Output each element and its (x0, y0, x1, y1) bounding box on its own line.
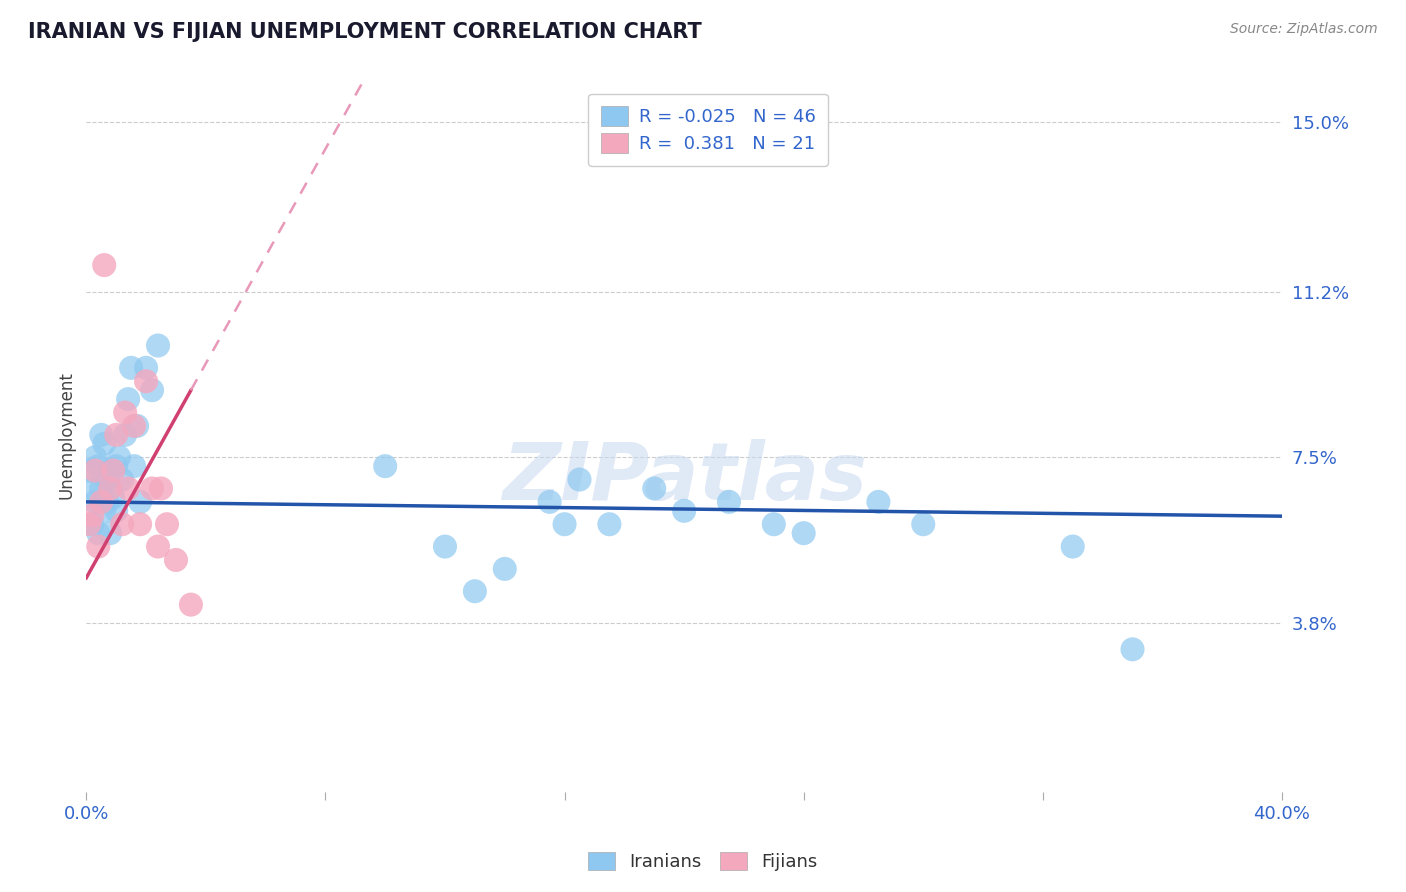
Point (141, 482, 163, 496)
Point (105, 504, 128, 518)
Point (93, 437, 115, 451)
Point (433, 540, 456, 554)
Point (117, 392, 139, 406)
Point (98, 526, 121, 541)
Point (90, 495, 112, 509)
Point (82, 482, 104, 496)
Point (103, 491, 125, 505)
Point (673, 504, 696, 518)
Point (114, 405, 136, 419)
Point (108, 450, 131, 465)
Legend: Iranians, Fijians: Iranians, Fijians (581, 845, 825, 879)
Point (87, 526, 110, 541)
Point (129, 495, 152, 509)
Point (141, 383, 163, 397)
Point (114, 428, 136, 442)
Text: Source: ZipAtlas.com: Source: ZipAtlas.com (1230, 22, 1378, 37)
Point (84, 450, 107, 465)
Text: ZIPatlas: ZIPatlas (502, 439, 866, 516)
Point (717, 495, 740, 509)
Point (82, 508, 104, 523)
Point (165, 553, 187, 567)
Point (150, 482, 173, 496)
Point (135, 374, 157, 388)
Point (464, 584, 486, 599)
Point (98, 482, 121, 496)
Point (96, 495, 118, 509)
Point (146, 338, 169, 352)
Point (111, 473, 134, 487)
Point (117, 482, 139, 496)
Point (82, 517, 104, 532)
Point (793, 526, 815, 541)
Point (77, 517, 100, 532)
Point (105, 428, 128, 442)
Point (105, 459, 128, 474)
Point (93, 258, 115, 272)
Point (643, 482, 665, 496)
Point (568, 473, 591, 487)
Point (374, 459, 396, 474)
Point (127, 418, 149, 433)
Point (129, 517, 152, 532)
Y-axis label: Unemployment: Unemployment (58, 371, 75, 499)
Point (494, 562, 516, 576)
Text: IRANIAN VS FIJIAN UNEMPLOYMENT CORRELATION CHART: IRANIAN VS FIJIAN UNEMPLOYMENT CORRELATI… (28, 22, 702, 42)
Point (598, 517, 620, 532)
Legend: R = -0.025   N = 46, R =  0.381   N = 21: R = -0.025 N = 46, R = 0.381 N = 21 (588, 94, 828, 166)
Point (156, 517, 179, 532)
Point (146, 540, 169, 554)
Point (912, 517, 935, 532)
Point (87, 540, 110, 554)
Point (87, 459, 110, 474)
Point (868, 495, 890, 509)
Point (554, 517, 576, 532)
Point (1121, 642, 1143, 657)
Point (103, 464, 125, 478)
Point (180, 598, 202, 612)
Point (90, 428, 112, 442)
Point (1062, 540, 1084, 554)
Point (84, 464, 107, 478)
Point (77, 464, 100, 478)
Point (98, 464, 121, 478)
Point (96, 473, 118, 487)
Point (122, 459, 145, 474)
Point (120, 360, 142, 375)
Point (84, 495, 107, 509)
Point (93, 504, 115, 518)
Point (111, 517, 134, 532)
Point (538, 495, 561, 509)
Point (122, 418, 145, 433)
Point (90, 482, 112, 496)
Point (135, 360, 157, 375)
Point (762, 517, 785, 532)
